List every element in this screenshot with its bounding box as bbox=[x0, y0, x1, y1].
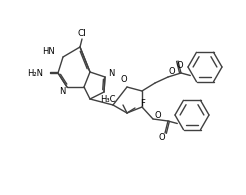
Text: F: F bbox=[140, 99, 145, 108]
Text: O: O bbox=[155, 112, 161, 121]
Text: N: N bbox=[59, 88, 65, 97]
Text: HN: HN bbox=[42, 48, 55, 57]
Text: O: O bbox=[169, 67, 175, 76]
Text: O: O bbox=[177, 61, 183, 71]
Text: N: N bbox=[108, 68, 114, 77]
Text: O: O bbox=[159, 134, 165, 143]
Text: H₂N: H₂N bbox=[27, 68, 43, 77]
Text: Cl: Cl bbox=[77, 29, 86, 38]
Text: H₃C: H₃C bbox=[101, 96, 116, 105]
Text: O: O bbox=[121, 75, 127, 84]
